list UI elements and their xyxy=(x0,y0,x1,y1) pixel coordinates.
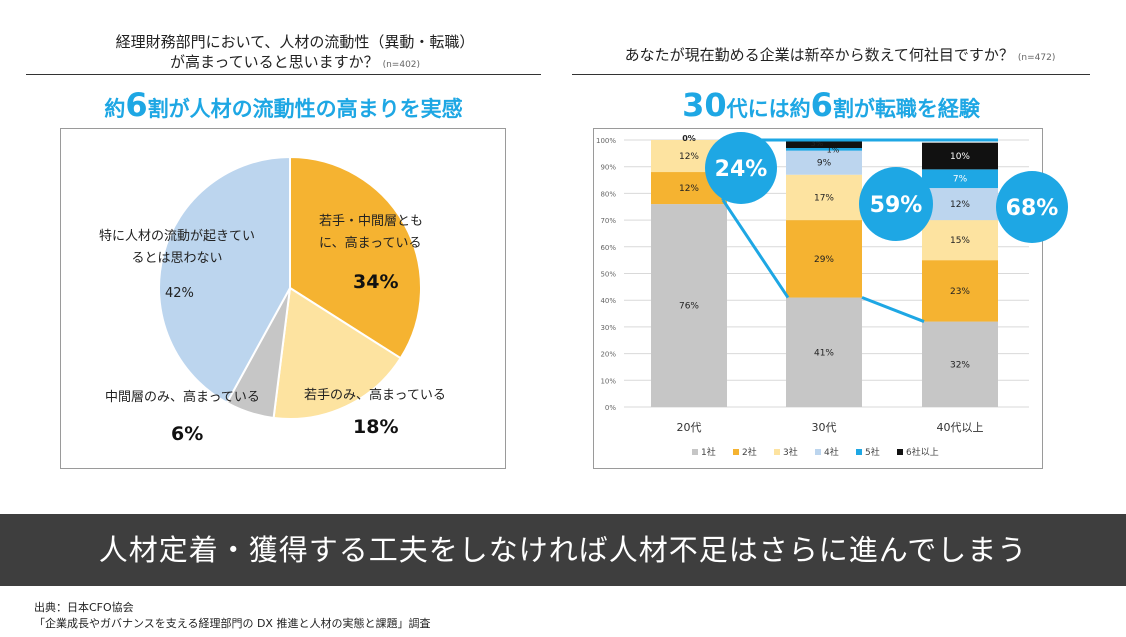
left-question-line2: が高まっていると思いますか？ xyxy=(169,53,379,71)
y-tick-label: 20% xyxy=(600,351,616,359)
pie-panel: 若手・中間層とも に、高まっている 34% 若手のみ、高まっている 18% 中間… xyxy=(60,128,506,469)
y-tick-label: 10% xyxy=(600,377,616,385)
y-tick-label: 30% xyxy=(600,324,616,332)
bar-data-label: 7% xyxy=(953,175,968,185)
pie-pct-none: 42% xyxy=(165,286,194,301)
bar-segment-1社 xyxy=(651,204,727,407)
left-headline-pre: 約 xyxy=(104,97,126,121)
left-n-label: (n=402) xyxy=(382,60,421,70)
y-tick-label: 50% xyxy=(600,271,616,279)
x-category-label: 40代以上 xyxy=(937,421,984,434)
bar-data-label: 9% xyxy=(817,159,832,169)
bar-segment-5社 xyxy=(786,148,862,151)
pie-label-mid: 中間層のみ、高まっている xyxy=(105,390,260,405)
legend-label: 1社 xyxy=(701,446,716,458)
callout-value: 59% xyxy=(870,193,923,218)
left-question-line1: 経理財務部門において、人材の流動性（異動・転職） xyxy=(115,33,475,51)
pie-pct-both: 34% xyxy=(353,271,399,293)
bar-data-label: 17% xyxy=(814,193,834,203)
right-question: あなたが現在勤める企業は新卒から数えて何社目ですか？ (n=472) xyxy=(560,45,1120,68)
y-tick-label: 0% xyxy=(605,404,616,412)
bar-data-label: 32% xyxy=(950,360,970,370)
bar-segment-3社 xyxy=(786,174,862,221)
right-headline: 30代には約6割が転職を経験 xyxy=(572,89,1090,124)
bar-data-label: 15% xyxy=(950,236,970,246)
bar-segment-1社 xyxy=(786,297,862,407)
conclusion-banner: 人材定着・獲得する工夫をしなければ人材不足はさらに進んでしまう xyxy=(0,514,1126,586)
pie-chart xyxy=(158,155,422,420)
bar-segment-6社以上 xyxy=(922,142,998,170)
source-line2: 「企業成長やガバナンスを支える経理部門の DX 推進と人材の実態と課題」調査 xyxy=(34,617,431,630)
bar-segment-2社 xyxy=(786,220,862,298)
bar-segment-2社 xyxy=(922,260,998,322)
bar-data-label: 12% xyxy=(950,200,970,210)
bar-data-label: 29% xyxy=(814,255,834,265)
callout-value: 68% xyxy=(1006,196,1059,221)
left-headline-big: 6 xyxy=(125,86,148,124)
right-headline-mid: 代には約 xyxy=(726,97,811,121)
legend-swatch xyxy=(692,449,698,455)
right-headline-post: 割が転職を経験 xyxy=(832,97,980,121)
legend-label: 3社 xyxy=(783,446,798,458)
legend-label: 4社 xyxy=(824,446,839,458)
legend-label: 6社以上 xyxy=(906,446,939,458)
pie-label-both: 若手・中間層とも に、高まっている xyxy=(319,214,424,251)
bar-data-label: 1% xyxy=(827,145,840,154)
bar-data-label: 41% xyxy=(814,348,834,358)
y-tick-label: 70% xyxy=(600,217,616,225)
bar-segment-1社 xyxy=(922,321,998,407)
bar-data-label: 10% xyxy=(950,152,970,162)
left-headline: 約6割が人材の流動性の高まりを実感 xyxy=(26,89,541,124)
bar-data-label: 12% xyxy=(679,152,699,162)
legend-swatch xyxy=(733,449,739,455)
y-tick-label: 100% xyxy=(596,137,616,145)
y-tick-label: 80% xyxy=(600,190,616,198)
right-headline-big1: 30 xyxy=(682,86,727,124)
pie-slice-young xyxy=(272,286,402,420)
x-category-label: 20代 xyxy=(677,421,702,434)
legend-swatch xyxy=(774,449,780,455)
legend-label: 5社 xyxy=(865,446,880,458)
pie-label-young: 若手のみ、高まっている xyxy=(304,388,446,403)
bar-data-label: 76% xyxy=(679,302,699,312)
left-headline-post: 割が人材の流動性の高まりを実感 xyxy=(147,97,463,121)
right-n-label: (n=472) xyxy=(1017,53,1056,63)
bar-data-label: 12% xyxy=(679,184,699,194)
left-question: 経理財務部門において、人材の流動性（異動・転職） が高まっていると思いますか？(… xyxy=(40,32,550,75)
callout-circle xyxy=(996,171,1068,243)
right-question-rule xyxy=(572,74,1090,75)
legend-label: 2社 xyxy=(742,446,757,458)
bar-segment-4社 xyxy=(786,150,862,175)
y-tick-label: 40% xyxy=(600,297,616,305)
y-tick-label: 90% xyxy=(600,164,616,172)
right-headline-big2: 6 xyxy=(810,86,833,124)
bar-segment-3社 xyxy=(922,220,998,261)
legend-swatch xyxy=(897,449,903,455)
legend-swatch xyxy=(815,449,821,455)
bar-segment-4社 xyxy=(922,188,998,221)
bar-data-label: 3% xyxy=(811,139,824,148)
bar-segment-6社以上 xyxy=(786,140,862,149)
connector-line xyxy=(721,199,790,299)
right-question-text: あなたが現在勤める企業は新卒から数えて何社目ですか？ xyxy=(624,46,1014,64)
pie-label-none: 特に人材の流動が起きてい るとは思わない xyxy=(98,229,255,266)
bar-data-label: 23% xyxy=(950,287,970,297)
legend-swatch xyxy=(856,449,862,455)
y-tick-label: 60% xyxy=(600,244,616,252)
pie-pct-young: 18% xyxy=(353,416,399,438)
callout-value: 24% xyxy=(715,157,768,182)
stacked-bar-chart: 0% 10% 20% 30% 40% 50% 60% 70% 80% 90% 100% 76% 12% 1… xyxy=(596,132,1068,458)
left-question-rule xyxy=(26,74,541,75)
callout-circle xyxy=(705,132,777,204)
source-line1: 出典：日本CFO協会 xyxy=(34,601,134,614)
bar-segment-5社 xyxy=(922,169,998,189)
bar-data-label: 0% xyxy=(682,134,696,143)
x-category-label: 30代 xyxy=(812,421,837,434)
pie-slice-none xyxy=(158,155,291,405)
callout-circle xyxy=(859,167,933,241)
connector-line xyxy=(861,296,925,323)
pie-pct-mid: 6% xyxy=(171,423,204,445)
bar-panel: 0% 10% 20% 30% 40% 50% 60% 70% 80% 90% 100% 76% 12% 1… xyxy=(593,128,1068,469)
